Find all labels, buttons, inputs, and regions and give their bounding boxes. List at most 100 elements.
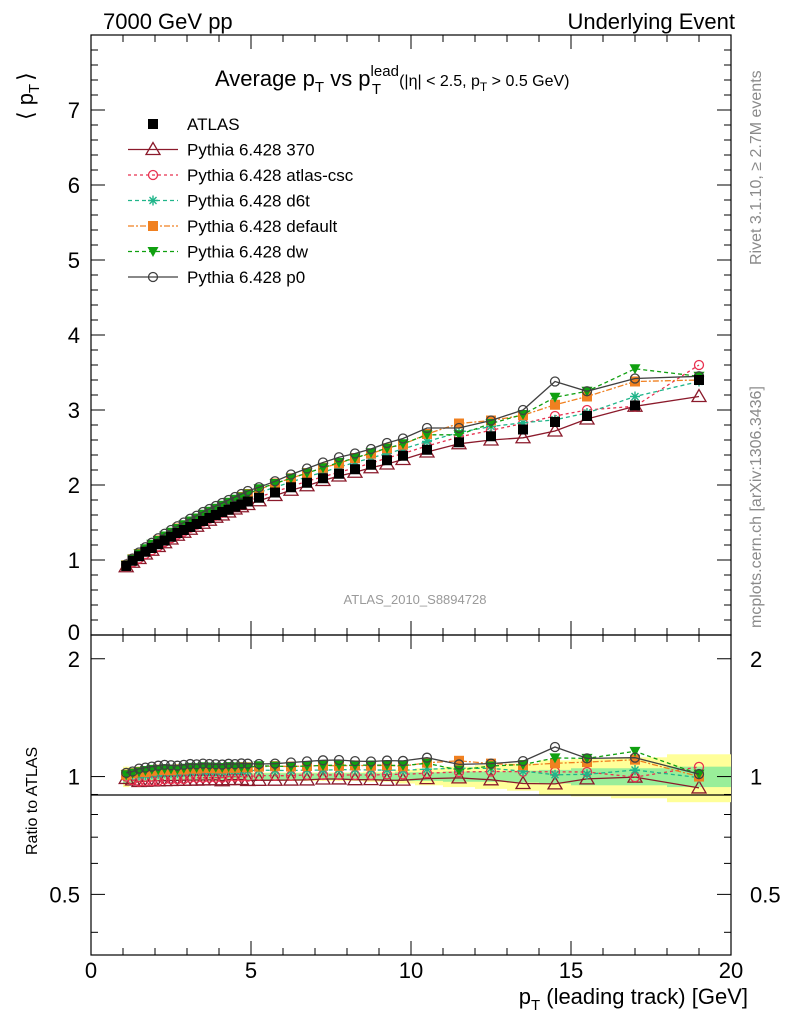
x-tick-label: 15 xyxy=(559,958,583,983)
series-line xyxy=(125,364,700,567)
ratio-point xyxy=(514,775,532,790)
legend-marker xyxy=(147,271,159,283)
ratio-band-inner xyxy=(219,773,226,780)
ratio-y-tick-label-right: 2 xyxy=(750,647,762,672)
data-point xyxy=(210,510,221,520)
data-point xyxy=(230,501,240,512)
legend-entry-pythia-6-428-atlas-csc: Pythia 6.428 atlas-csc xyxy=(128,166,354,185)
series-pythia-6-428-d6t xyxy=(121,376,704,571)
legend-marker xyxy=(144,141,162,156)
ratio-band-inner xyxy=(415,772,443,781)
series-line xyxy=(125,380,700,566)
data-point xyxy=(514,429,532,444)
mcplots-label: mcplots.cern.ch [arXiv:1306.3436] xyxy=(748,386,765,628)
data-point xyxy=(254,492,264,503)
data-point xyxy=(302,477,312,488)
data-point xyxy=(334,468,344,479)
ratio-point xyxy=(549,741,561,753)
y-axis-label-top: ⟨ pT⟩ xyxy=(13,72,43,120)
y-tick-label: 7 xyxy=(68,98,80,123)
series-pythia-6-428-370 xyxy=(118,388,708,573)
ratio-point xyxy=(191,759,202,770)
data-point xyxy=(269,476,281,487)
legend-marker xyxy=(147,247,159,257)
data-point xyxy=(694,375,704,385)
ratio-point xyxy=(397,755,409,767)
series-pythia-6-428-p0 xyxy=(121,371,705,570)
data-point xyxy=(236,499,247,510)
data-point xyxy=(422,444,432,455)
data-point xyxy=(690,388,708,403)
data-point xyxy=(421,430,433,441)
ratio-point xyxy=(140,762,151,773)
ratio-point xyxy=(421,752,433,763)
ratio-point xyxy=(517,756,529,767)
y-tick-label: 1 xyxy=(68,548,80,573)
ratio-band-inner xyxy=(347,773,363,780)
data-point xyxy=(693,359,705,371)
ratio-point xyxy=(223,758,234,769)
ratio-point xyxy=(690,779,708,794)
ratio-point xyxy=(485,758,497,769)
data-point xyxy=(121,561,132,571)
y-tick-label: 0 xyxy=(68,620,80,645)
ratio-point xyxy=(153,760,164,771)
data-point xyxy=(421,422,433,434)
ratio-point xyxy=(629,746,641,757)
data-point xyxy=(253,482,265,493)
legend-entry-pythia-6-428-p0: Pythia 6.428 p0 xyxy=(128,268,305,287)
y-tick-label: 5 xyxy=(68,248,80,273)
data-point xyxy=(453,430,465,441)
data-point xyxy=(382,455,392,466)
data-point xyxy=(629,364,641,375)
ratio-point xyxy=(394,771,412,786)
data-point xyxy=(546,422,564,437)
legend-label: Pythia 6.428 370 xyxy=(187,141,315,160)
axes-ticks: 0 5 10 15 20 0 1 2 3 4 5 6 7 0.5 0.5 1 1 2 2 xyxy=(49,35,781,983)
series-pythia-6-428-atlas-csc xyxy=(121,359,705,572)
data-point xyxy=(286,482,296,493)
ratio-series-pythia-6-428-p0 xyxy=(121,741,705,780)
data-point xyxy=(485,415,497,426)
data-point xyxy=(630,391,640,402)
data-point xyxy=(217,507,228,517)
data-point xyxy=(198,516,208,526)
legend-label: Pythia 6.428 atlas-csc xyxy=(187,166,354,185)
data-point xyxy=(366,459,376,470)
process-label: Underlying Event xyxy=(567,9,735,34)
data-point xyxy=(185,522,196,532)
plot-title: Average pT vs plead T (|η| < 2.5, pT > 0.5… xyxy=(215,63,570,98)
ratio-point xyxy=(217,759,228,770)
ratio-point xyxy=(133,763,145,774)
data-point xyxy=(365,443,377,455)
ratio-point xyxy=(301,756,313,767)
data-point xyxy=(318,473,328,484)
ratio-point xyxy=(127,766,138,777)
data-point xyxy=(550,399,560,410)
ratio-point xyxy=(333,754,345,766)
ratio-y-tick-label: 0.5 xyxy=(49,882,80,907)
ratio-point xyxy=(253,758,265,770)
ratio-band-inner xyxy=(331,773,347,780)
data-point xyxy=(422,436,432,447)
ratio-band-inner xyxy=(199,773,207,780)
ratio-point xyxy=(236,758,247,769)
ratio-point xyxy=(518,766,528,777)
rivet-version-label: Rivet 3.1.10, ≥ 2.7M events xyxy=(748,70,765,265)
legend-entry-atlas: ATLAS xyxy=(148,115,240,134)
data-point xyxy=(333,452,345,463)
data-point xyxy=(223,504,234,515)
data-point xyxy=(381,437,393,449)
data-point xyxy=(159,535,170,546)
ratio-band-inner xyxy=(379,773,395,780)
ratio-band-inner xyxy=(315,773,331,780)
legend-entry-pythia-6-428-default: Pythia 6.428 default xyxy=(128,217,338,236)
legend-marker xyxy=(148,221,158,231)
data-point xyxy=(630,400,640,411)
y-tick-label: 6 xyxy=(68,173,80,198)
ratio-point xyxy=(301,761,313,772)
ratio-point xyxy=(210,759,221,770)
ratio-point xyxy=(165,760,177,771)
ratio-line xyxy=(126,746,700,775)
y-tick-label: 3 xyxy=(68,398,80,423)
